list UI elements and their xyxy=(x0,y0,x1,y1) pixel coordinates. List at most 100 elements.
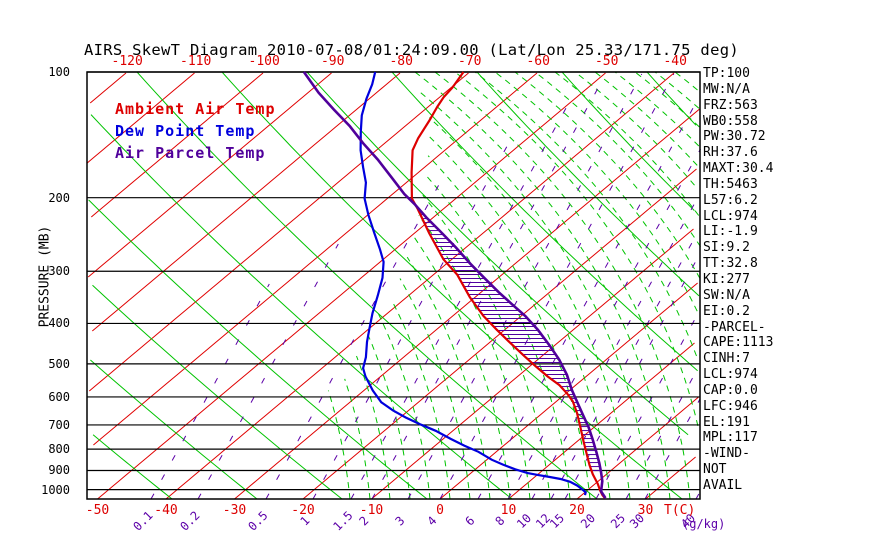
stat-line: SW:N/A xyxy=(703,287,750,303)
isotherm-line xyxy=(97,72,606,500)
moist-adiabat-line xyxy=(413,235,511,500)
stat-line: WB0:558 xyxy=(703,113,758,129)
dry-adiabat-line xyxy=(92,284,343,500)
pressure-tick-label: 100 xyxy=(48,65,70,79)
moist-adiabat-line xyxy=(391,299,451,500)
plot-border xyxy=(86,71,701,500)
dry-adiabat-line xyxy=(136,71,598,500)
bottom-temp-tick-label: -10 xyxy=(359,503,384,518)
stat-line: -WIND- xyxy=(703,446,750,462)
stat-line: TT:32.8 xyxy=(703,256,758,272)
top-temp-tick-label: -100 xyxy=(248,54,280,69)
moist-adiabat-line xyxy=(534,71,701,247)
moist-adiabat-line xyxy=(327,390,351,500)
moist-adiabat-line xyxy=(634,71,700,128)
mixing-ratio-line xyxy=(625,363,701,500)
moist-adiabat-line xyxy=(494,71,698,312)
stat-line: CAP:0.0 xyxy=(703,382,758,398)
bottom-temp-tick-label: 30 xyxy=(637,503,654,518)
moist-adiabat-line xyxy=(417,89,651,500)
moist-adiabat-line xyxy=(418,215,531,500)
mixing-ratio-line xyxy=(350,103,569,500)
moist-adiabat-line xyxy=(422,194,551,500)
isotherm-line xyxy=(88,72,469,392)
stat-line: PW:30.72 xyxy=(703,129,766,145)
pressure-tick-label: 200 xyxy=(48,190,70,205)
bottom-temp-tick-label: -50 xyxy=(85,503,110,518)
isotherm-line xyxy=(91,72,401,332)
dry-adiabat-line xyxy=(90,359,258,500)
stat-line: MW:N/A xyxy=(703,81,750,97)
mixing-ratio-line xyxy=(150,283,270,500)
moist-adiabat-line xyxy=(614,71,700,147)
pressure-tick-label: 600 xyxy=(48,389,70,404)
moist-adiabat-line xyxy=(514,71,701,279)
isotherm-line xyxy=(234,108,700,500)
isotherm-line xyxy=(90,72,264,218)
stat-line: RH:37.6 xyxy=(703,145,758,161)
dry-adiabat-line xyxy=(391,71,698,372)
stat-line: EI:0.2 xyxy=(703,303,750,319)
top-temp-tick-label: -120 xyxy=(111,54,143,69)
moist-adiabat-line xyxy=(428,117,631,500)
dry-adiabat-line xyxy=(476,71,700,297)
ambient-temp-curve xyxy=(410,71,606,499)
isotherm-line xyxy=(93,72,538,446)
pressure-tick-label: 400 xyxy=(48,316,70,331)
stat-line: LI:-1.9 xyxy=(703,224,758,240)
legend-ambient-air-temp: Ambient Air Temp xyxy=(115,100,276,118)
mixing-ratio-line xyxy=(197,243,339,500)
stat-line: MPL:117 xyxy=(703,430,758,446)
moist-adiabat-line xyxy=(434,71,691,500)
isotherm-line xyxy=(645,456,696,500)
stat-line: LCL:974 xyxy=(703,367,758,383)
stat-line: NOT xyxy=(703,462,727,478)
top-temp-tick-label: -70 xyxy=(457,54,482,69)
moist-adiabat-line xyxy=(428,136,611,500)
bottom-temp-tick-label: 10 xyxy=(500,503,517,518)
moist-adiabat-line xyxy=(356,355,391,500)
pressure-tick-label: 900 xyxy=(48,463,70,478)
bottom-temp-tick-label: -30 xyxy=(222,503,247,518)
moist-adiabat-line xyxy=(474,71,697,357)
moist-adiabat-line xyxy=(366,333,411,500)
stat-line: KI:277 xyxy=(703,271,750,287)
stat-line: TP:100 xyxy=(703,66,750,81)
mixing-ratio-line xyxy=(407,73,643,500)
dry-adiabat-line xyxy=(306,71,689,436)
top-temp-tick-label: -80 xyxy=(389,54,413,69)
stat-line: SI:9.2 xyxy=(703,240,750,256)
stat-line: -PARCEL- xyxy=(703,319,766,335)
moist-adiabat-line xyxy=(406,256,491,500)
chart-title: AIRS SkewT Diagram 2010-07-08/01:24:09.0… xyxy=(84,41,739,59)
top-temp-tick-label: -40 xyxy=(663,54,687,69)
isotherm-line xyxy=(165,72,675,500)
bottom-temp-tick-label: 20 xyxy=(569,503,585,518)
pressure-tick-label: 500 xyxy=(48,356,70,371)
dry-adiabat-line xyxy=(221,71,683,500)
bottom-temp-tick-label: 0 xyxy=(436,503,444,518)
moist-adiabat-line xyxy=(376,310,431,500)
isotherm-line xyxy=(508,342,695,500)
dry-adiabat-line xyxy=(92,434,173,500)
stat-line: LFC:946 xyxy=(703,398,758,414)
parcel-temp-curve xyxy=(302,71,607,499)
top-temp-tick-label: -50 xyxy=(594,54,619,69)
moist-adiabat-line xyxy=(427,155,591,500)
stat-line: MAXT:30.4 xyxy=(703,161,774,177)
mixing-ratio-line xyxy=(439,73,675,500)
dew-point-curve xyxy=(359,71,587,496)
mixing-ratio-line xyxy=(695,493,700,500)
stat-line: CAPE:1113 xyxy=(703,335,774,351)
mixing-ratio-line xyxy=(531,193,701,500)
dry-adiabat-line xyxy=(90,114,513,500)
isotherm-line xyxy=(89,72,127,104)
top-temp-tick-label: -60 xyxy=(526,54,550,69)
stat-line: FRZ:563 xyxy=(703,97,758,113)
isotherm-line xyxy=(87,72,332,278)
moist-adiabat-line xyxy=(454,71,699,427)
moist-adiabat-line xyxy=(344,378,371,500)
moist-adiabat-line xyxy=(414,71,671,500)
stat-line: TH:5463 xyxy=(703,176,758,192)
